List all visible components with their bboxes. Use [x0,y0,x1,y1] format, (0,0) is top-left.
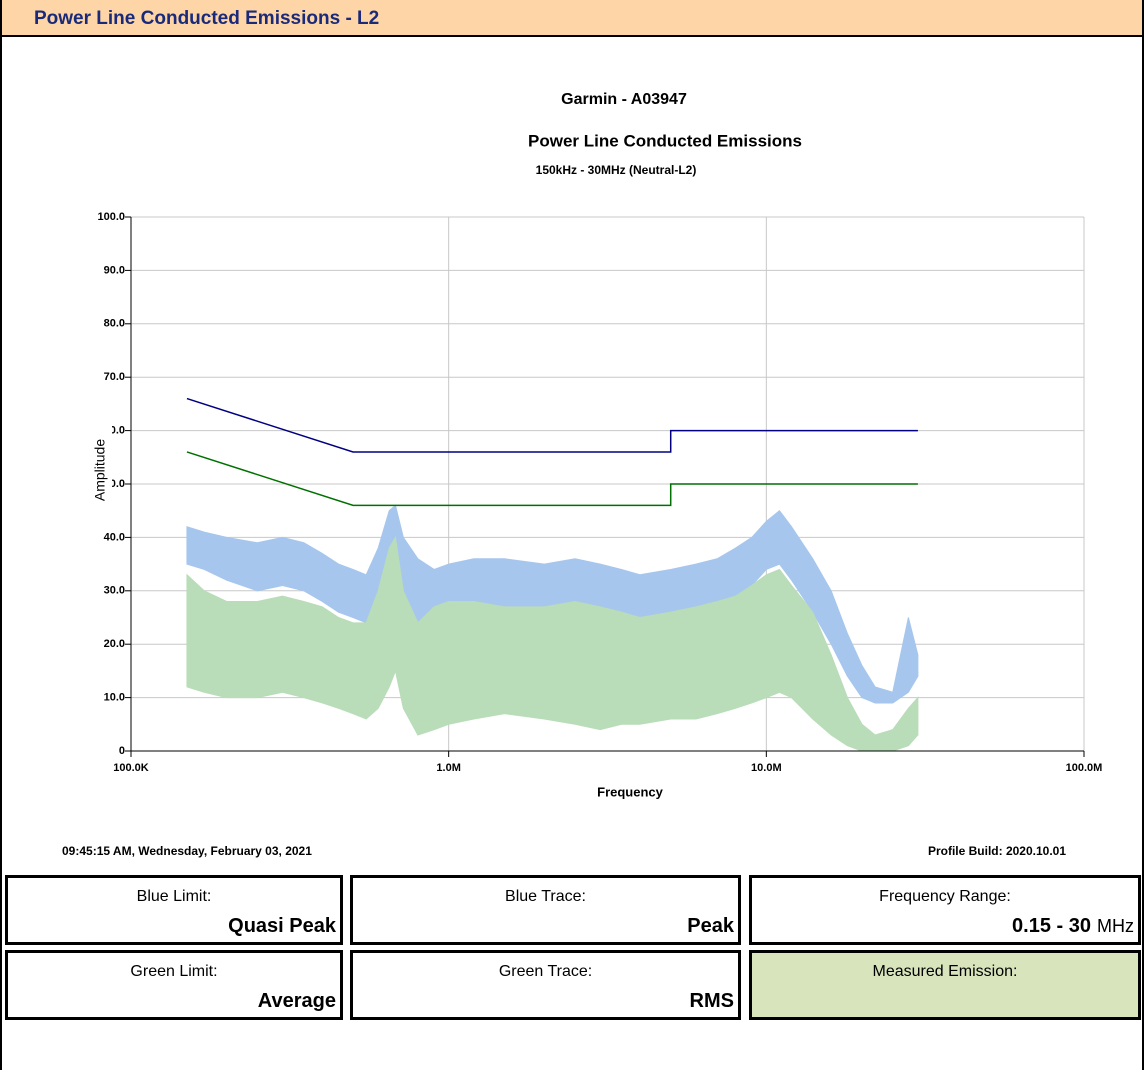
info-label: Measured Emission: [873,963,1018,980]
limit-line [186,451,918,507]
chart-subtitle: 150kHz - 30MHz (Neutral-L2) [536,163,697,177]
limit-line [186,397,918,453]
y-tick-label: 80.0 [104,318,125,330]
x-tick-label: 1.0M [436,762,460,774]
info-label: Blue Limit: [137,888,212,905]
info-value: Quasi Peak [228,915,337,937]
y-axis-label: Amplitude [92,439,108,501]
info-value: Average [258,990,336,1012]
trace-band [186,535,919,752]
info-cell [5,950,343,1020]
info-value: RMS [690,990,734,1012]
header-bar [0,0,1144,36]
x-tick-label: 100.0K [113,762,149,774]
chart-title: Garmin - A03947 [561,91,687,108]
info-cell [749,950,1141,1020]
info-value-text: RMS [690,990,734,1012]
y-tick-label: 70.0 [104,371,125,383]
x-tick-label: 10.0M [751,762,782,774]
info-table: Blue Limit: Quasi Peak Blue Trace: Peak Freq… [5,875,1141,1020]
profile-build: Profile Build: 2020.10.01 [928,844,1066,858]
y-tick-label: 100.0 [97,211,125,223]
info-label: Blue Trace: [505,888,586,905]
y-tick-label: 40.0 [104,531,125,543]
y-tick-label: 0 [119,745,125,757]
x-tick-label: 100.0M [1066,762,1103,774]
info-cell [5,875,343,945]
info-unit: MHz [1097,916,1134,936]
info-value-text: 0.15 - 30 [1012,915,1091,937]
timestamp: 09:45:15 AM, Wednesday, February 03, 202… [62,844,312,858]
y-tick-label: 10.0 [104,692,125,704]
x-axis-label: Frequency [597,784,664,799]
info-cell [350,875,741,945]
y-tick-label: 20.0 [104,638,125,650]
y-tick-label: 90.0 [104,264,125,276]
info-value: 0.15 - 30 MHz [1012,915,1134,937]
y-label-bg [90,420,112,520]
info-value: Peak [687,915,735,937]
chart-subtitle: Power Line Conducted Emissions [528,131,802,150]
y-tick-label: 30.0 [104,585,125,597]
info-cell [749,875,1141,945]
info-label: Frequency Range: [879,888,1011,905]
info-cell [350,950,741,1020]
info-value-text: Quasi Peak [228,915,337,937]
info-label: Green Limit: [130,963,217,980]
info-label: Green Trace: [499,963,592,980]
plot: 010.020.030.040.050.060.070.080.090.0100… [90,211,1102,774]
info-value-text: Peak [687,915,735,937]
info-value-text: Average [258,990,336,1012]
header-title: Power Line Conducted Emissions - L2 [34,8,379,29]
